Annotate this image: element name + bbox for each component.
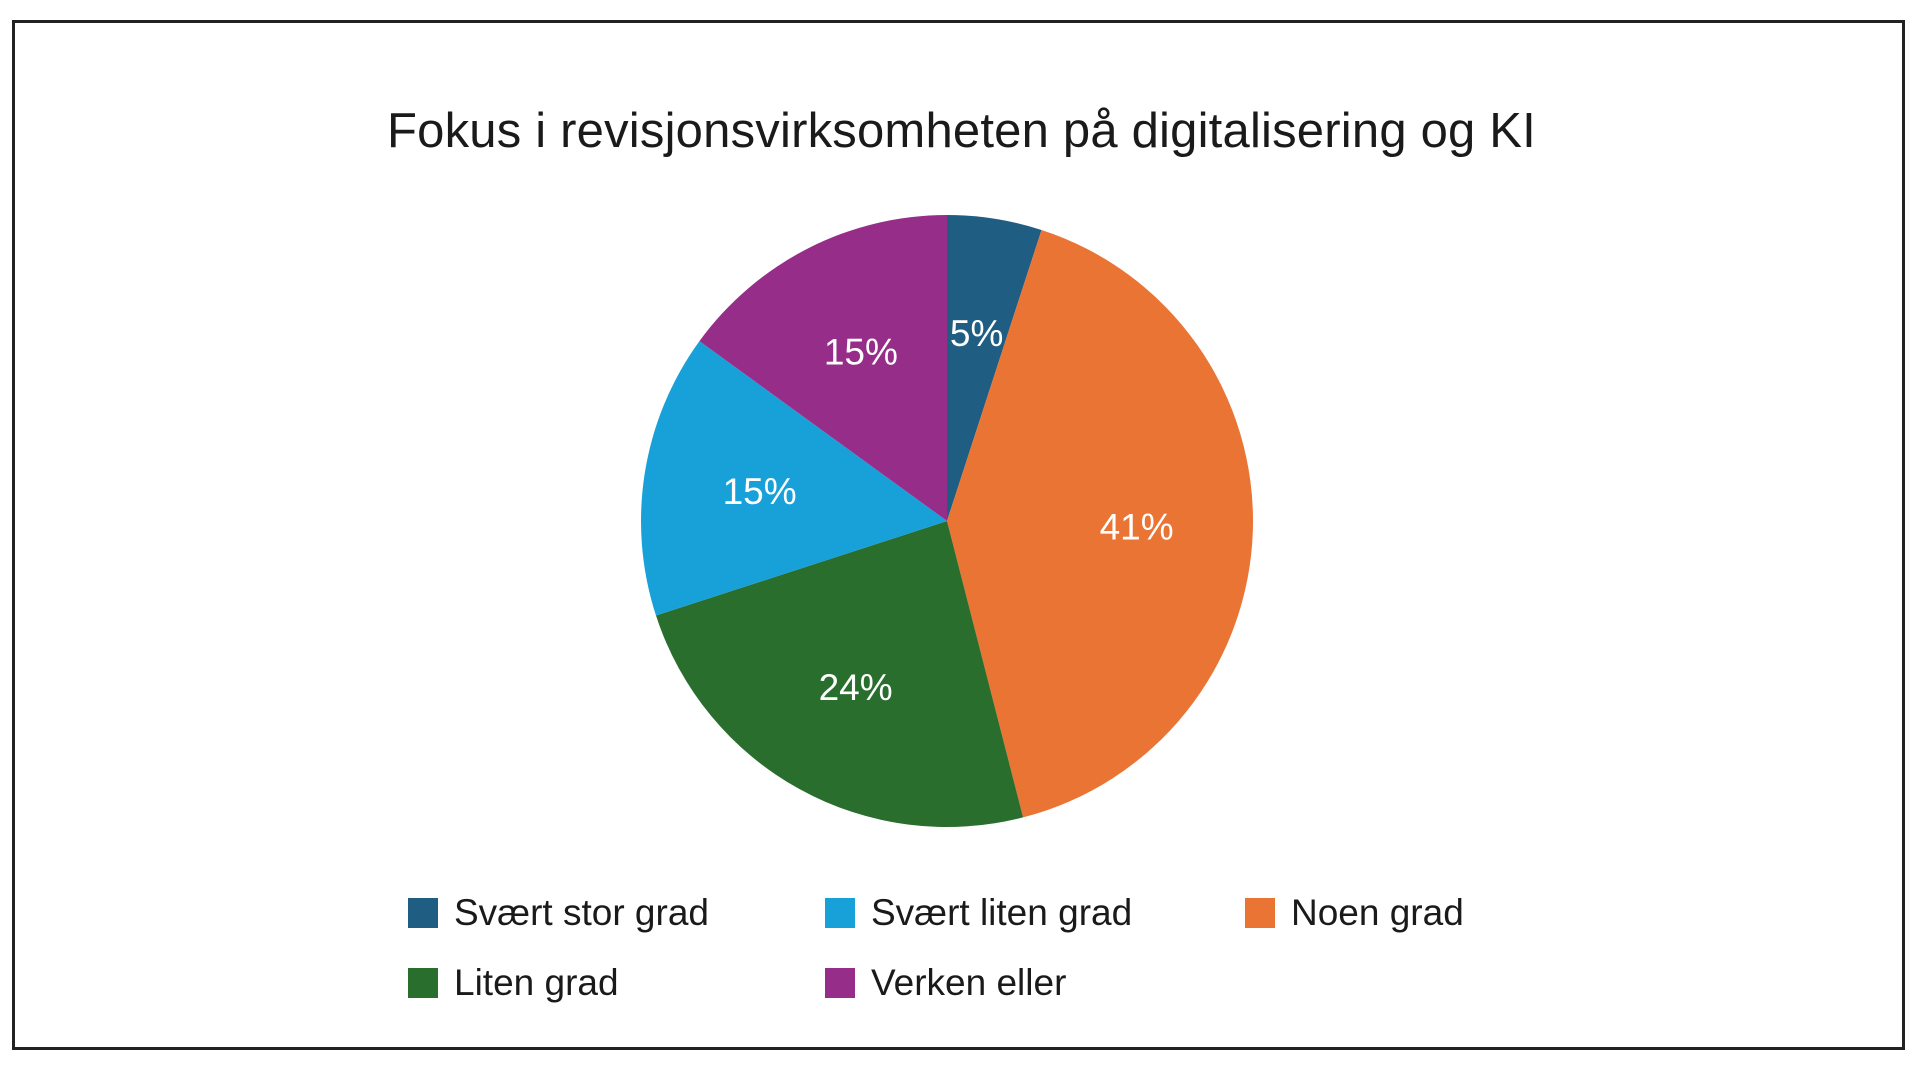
- slice-label-noen-grad: 41%: [1100, 506, 1174, 547]
- pie-slice-svaert-stor-grad: [947, 215, 1042, 521]
- slice-label-verken-eller: 15%: [824, 331, 898, 372]
- pie-slice-liten-grad: [655, 521, 1024, 828]
- pie-labels: 5% 41% 24% 15% 15%: [723, 313, 1174, 708]
- pie-slice-noen-grad: [947, 229, 1254, 818]
- pie-chart: 5% 41% 24% 15% 15%: [641, 215, 1254, 828]
- pie-slice-svaert-liten-grad: [641, 341, 947, 616]
- chart-title: Fokus i revisjonsvirksomheten på digital…: [386, 104, 1536, 158]
- chart-frame: Fokus i revisjonsvirksomheten på digital…: [12, 20, 1905, 1050]
- pie-slice-verken-eller: [699, 215, 947, 521]
- pie-slices: [641, 215, 1254, 828]
- slice-label-svaert-stor-grad: 5%: [950, 313, 1003, 354]
- slice-label-svaert-liten-grad: 15%: [723, 471, 797, 512]
- slice-label-liten-grad: 24%: [819, 667, 893, 708]
